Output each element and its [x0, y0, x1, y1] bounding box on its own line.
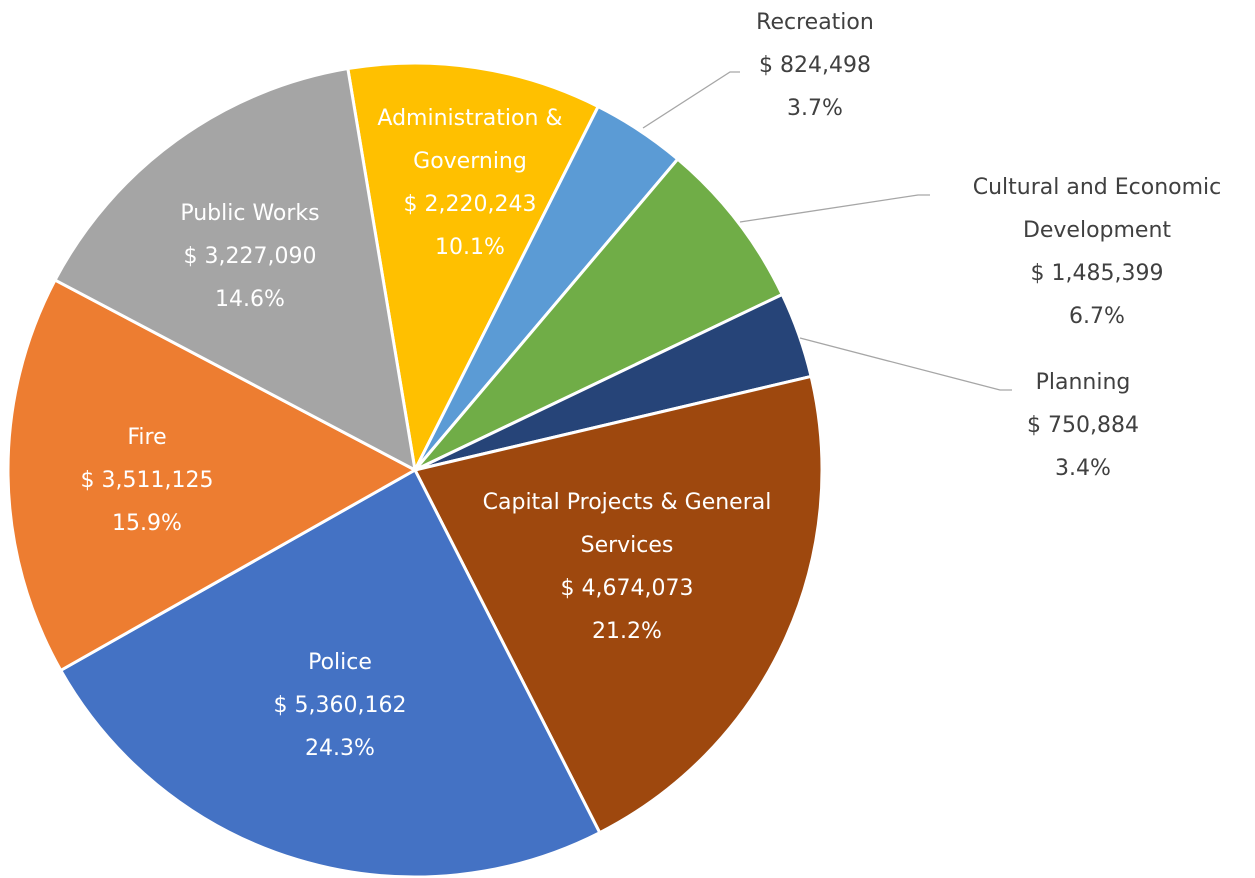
category-label: Police	[308, 650, 372, 675]
value-label: $ 824,498	[759, 53, 871, 78]
pie-slice	[413, 157, 785, 472]
value-label: $ 1,485,399	[1030, 261, 1164, 286]
category-label: Public Works	[180, 201, 320, 226]
pie-slice	[346, 61, 601, 475]
value-label: $ 3,227,090	[183, 244, 317, 269]
percent-label: 24.3%	[305, 736, 375, 761]
category-label: Fire	[127, 425, 167, 450]
percent-label: 10.1%	[435, 235, 505, 260]
leader-line	[739, 194, 930, 223]
data-label: Cultural and Economic Development $ 1,485…	[927, 166, 1255, 338]
percent-label: 3.4%	[1055, 456, 1111, 481]
percent-label: 14.6%	[215, 287, 285, 312]
pie-slice	[58, 467, 602, 878]
pie-slice	[412, 374, 824, 835]
percent-label: 21.2%	[592, 619, 662, 644]
data-label: Fire $ 3,511,125 15.9%	[47, 416, 247, 545]
pie-slice	[6, 278, 419, 673]
value-label: $ 750,884	[1027, 413, 1139, 438]
value-label: $ 3,511,125	[80, 468, 214, 493]
value-label: $ 2,220,243	[403, 192, 537, 217]
data-label: Recreation $ 824,498 3.7%	[715, 1, 915, 130]
data-label: Police $ 5,360,162 24.3%	[220, 641, 460, 770]
category-label: Recreation	[756, 10, 874, 35]
category-label: Cultural and Economic Development	[972, 175, 1222, 243]
leader-line	[642, 71, 740, 129]
data-label: Public Works $ 3,227,090 14.6%	[140, 192, 360, 321]
percent-label: 15.9%	[112, 511, 182, 536]
data-label: Administration & Governing $ 2,220,243 10.…	[365, 97, 575, 269]
category-label: Planning	[1035, 370, 1131, 395]
percent-label: 6.7%	[1069, 304, 1125, 329]
category-label: Capital Projects & General Services	[482, 490, 772, 558]
data-label: Planning $ 750,884 3.4%	[983, 361, 1183, 490]
percent-label: 3.7%	[787, 96, 843, 121]
leader-line	[799, 337, 1012, 391]
value-label: $ 4,674,073	[560, 576, 694, 601]
pie-slice	[53, 66, 417, 473]
data-label: Capital Projects & General Services $ 4,6…	[442, 481, 812, 653]
category-label: Administration & Governing	[377, 106, 563, 174]
value-label: $ 5,360,162	[273, 693, 407, 718]
